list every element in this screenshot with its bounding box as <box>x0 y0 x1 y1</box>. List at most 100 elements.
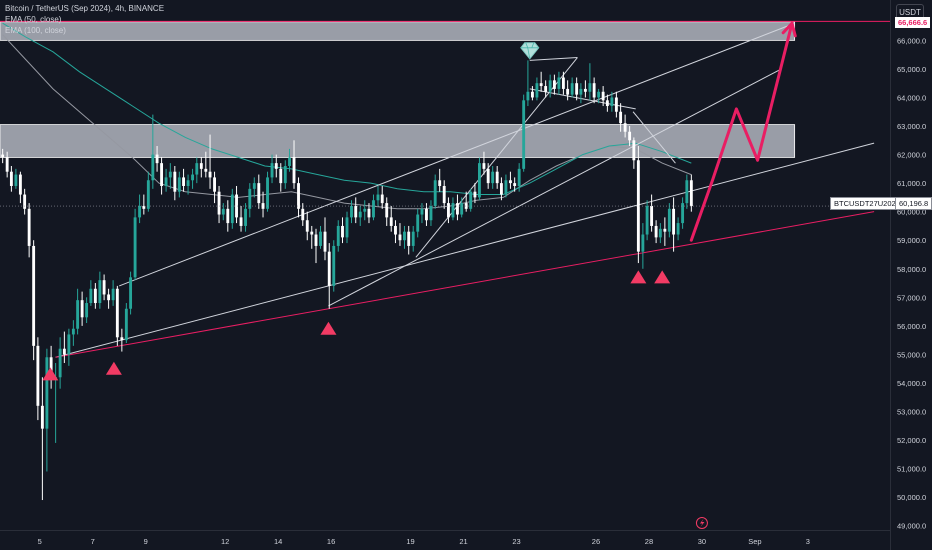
lightning-icon[interactable] <box>695 517 708 529</box>
y-tick-label: 54,000.0 <box>897 379 926 388</box>
last-price-label: 60,196.8 <box>895 197 932 210</box>
candle-body <box>628 131 632 141</box>
candle-body <box>129 277 133 309</box>
candle-body <box>102 280 106 295</box>
candle-body <box>438 180 442 186</box>
x-tick-label: 19 <box>406 537 414 546</box>
candle-body <box>522 100 526 169</box>
candle-body <box>685 180 689 204</box>
candle-body <box>76 300 80 329</box>
x-tick-label: 14 <box>274 537 282 546</box>
candle-body <box>89 288 93 304</box>
candle-body <box>164 177 168 186</box>
candle-body <box>239 217 243 226</box>
candle-body <box>605 100 609 107</box>
y-tick-label: 49,000.0 <box>897 522 926 531</box>
candle-body <box>182 177 186 186</box>
lightning-bolt <box>699 519 705 527</box>
triangle-up-marker <box>42 367 59 381</box>
candle-body <box>314 234 318 246</box>
trendline-2 <box>328 68 782 307</box>
candle-body <box>645 205 649 235</box>
candle-body <box>142 205 146 209</box>
candle-body <box>583 88 587 92</box>
triangle-up-marker <box>105 361 122 375</box>
legend-ema50[interactable]: EMA (50, close) <box>5 15 62 24</box>
candle-body <box>380 194 384 204</box>
x-tick-label: Sep <box>748 537 761 546</box>
candle-body <box>658 228 662 238</box>
candle-body <box>173 171 177 192</box>
y-tick-label: 57,000.0 <box>897 293 926 302</box>
candle-body <box>394 225 397 235</box>
candle-body <box>354 205 358 218</box>
candle-body <box>477 163 481 198</box>
candle-body <box>93 288 97 304</box>
candle-body <box>301 208 305 221</box>
ticker-label: BTCUSDT27U2024 <box>830 197 904 210</box>
candle-body <box>363 208 367 212</box>
candle-body <box>257 183 261 204</box>
candle-body <box>403 231 406 241</box>
candle-body <box>18 174 22 195</box>
candle-body <box>230 194 234 224</box>
candle-body <box>213 177 216 192</box>
candle-body <box>636 160 640 252</box>
trendline-0 <box>55 142 875 358</box>
y-tick-label: 51,000.0 <box>897 465 926 474</box>
x-tick-label: 3 <box>806 537 810 546</box>
chart-legend: Bitcoin / TetherUS (Sep 2024), 4h, BINAN… <box>5 3 164 36</box>
candle-body <box>566 88 570 95</box>
candle-body <box>667 208 671 232</box>
candle-body <box>270 163 274 178</box>
x-tick-label: 23 <box>512 537 520 546</box>
x-tick-label: 26 <box>592 537 600 546</box>
candle-body <box>654 225 658 238</box>
candle-body <box>376 194 380 201</box>
x-tick-label: 12 <box>221 537 229 546</box>
ema100-line <box>2 22 692 195</box>
candle-body <box>508 180 512 184</box>
support-trendline <box>55 211 875 358</box>
candle-body <box>561 77 565 89</box>
candle-body <box>160 163 164 186</box>
y-tick-label: 53,000.0 <box>897 408 926 417</box>
candle-body <box>85 303 89 318</box>
candle-body <box>155 154 159 164</box>
candle-body <box>358 211 362 218</box>
candle-body <box>327 251 331 286</box>
candle-body <box>305 220 309 232</box>
legend-symbol: Bitcoin / TetherUS (Sep 2024), 4h, BINAN… <box>5 4 165 13</box>
candle-body <box>9 171 13 186</box>
candle-body <box>632 140 636 161</box>
candle-body <box>23 194 27 209</box>
y-tick-label: 52,000.0 <box>897 436 926 445</box>
candle-body <box>389 217 393 226</box>
legend-ema100[interactable]: EMA (100, close) <box>5 26 66 35</box>
candle-body <box>504 180 508 195</box>
trendline-1 <box>119 22 795 287</box>
candle-body <box>310 231 314 235</box>
candle-body <box>120 337 124 341</box>
candle-body <box>323 231 327 252</box>
candle-body <box>482 163 486 169</box>
candle-body <box>191 174 195 181</box>
candle-body <box>199 163 203 169</box>
candle-body <box>345 217 349 238</box>
candle-body <box>252 183 256 189</box>
candle-body <box>32 245 36 346</box>
candle-body <box>204 168 208 172</box>
candle-body <box>579 88 583 95</box>
candle-body <box>447 203 450 218</box>
candle-body <box>372 200 375 218</box>
candle-body <box>168 171 172 178</box>
candle-body <box>495 171 499 184</box>
candle-body <box>67 334 71 355</box>
candle-body <box>146 180 150 209</box>
candle-body <box>469 191 473 209</box>
candle-body <box>208 171 212 178</box>
candle-body <box>235 194 238 218</box>
candle-body <box>45 357 49 429</box>
